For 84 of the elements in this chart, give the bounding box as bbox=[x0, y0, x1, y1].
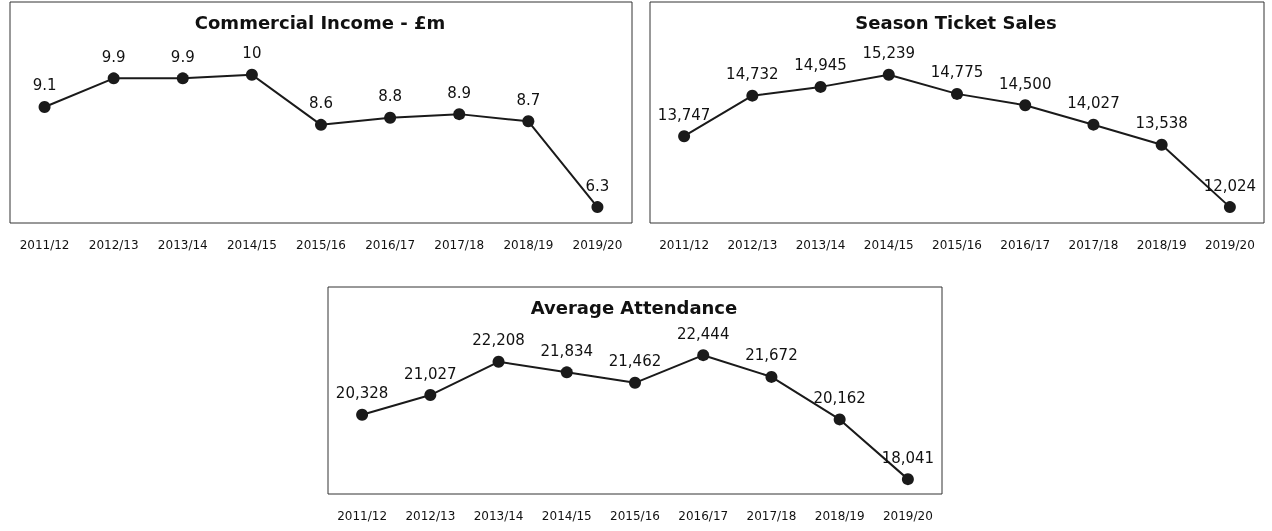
data-label: 13,747 bbox=[657, 105, 711, 124]
data-label: 9.1 bbox=[32, 76, 57, 95]
point bbox=[176, 72, 189, 85]
point bbox=[746, 89, 759, 102]
x-tick-label: 2011/12 bbox=[19, 238, 70, 252]
data-label: 15,239 bbox=[862, 44, 916, 63]
point bbox=[765, 370, 778, 383]
data-label: 8.9 bbox=[447, 83, 472, 102]
data-label: 13,538 bbox=[1135, 114, 1188, 133]
x-tick-label: 2011/12 bbox=[659, 238, 710, 252]
data-label: 18,041 bbox=[881, 448, 935, 467]
x-tick-label: 2015/16 bbox=[932, 238, 982, 252]
point bbox=[1019, 99, 1032, 112]
x-tick-label: 2014/15 bbox=[226, 238, 277, 252]
data-label: 8.6 bbox=[309, 94, 333, 113]
point bbox=[629, 376, 641, 389]
x-tick-label: 2019/20 bbox=[1204, 238, 1255, 252]
point bbox=[384, 111, 397, 124]
data-label: 9.9 bbox=[101, 47, 126, 66]
x-tick-label: 2018/19 bbox=[503, 238, 554, 252]
x-tick-label: 2016/17 bbox=[365, 238, 416, 252]
point bbox=[1223, 201, 1236, 214]
point bbox=[814, 80, 827, 93]
x-tick-label: 2012/13 bbox=[88, 238, 139, 252]
data-label: 21,462 bbox=[608, 352, 662, 371]
x-tick-label: 2013/14 bbox=[473, 509, 524, 523]
point bbox=[560, 366, 573, 379]
x-tick-label: 2016/17 bbox=[1000, 238, 1051, 252]
chart-title: Commercial Income - £m bbox=[194, 11, 446, 33]
x-tick-label: 2017/18 bbox=[746, 509, 797, 523]
x-tick-label: 2018/19 bbox=[814, 509, 865, 523]
x-tick-label: 2014/15 bbox=[541, 509, 592, 523]
data-label: 22,208 bbox=[472, 331, 525, 350]
x-tick-label: 2018/19 bbox=[1136, 238, 1187, 252]
data-label: 21,027 bbox=[404, 364, 457, 383]
x-tick-label: 2012/13 bbox=[727, 238, 778, 252]
point bbox=[356, 408, 369, 421]
point bbox=[492, 355, 505, 368]
data-label: 8.8 bbox=[378, 87, 403, 106]
point bbox=[1087, 118, 1100, 131]
x-tick-label: 2017/18 bbox=[434, 238, 485, 252]
x-tick-label: 2011/12 bbox=[337, 509, 388, 523]
data-label: 14,732 bbox=[726, 65, 779, 84]
chart-title: Season Ticket Sales bbox=[855, 11, 1057, 33]
x-tick-label: 2012/13 bbox=[405, 509, 456, 523]
point bbox=[315, 118, 327, 131]
x-tick-label: 2014/15 bbox=[863, 238, 914, 252]
point bbox=[522, 115, 535, 128]
point bbox=[833, 413, 846, 426]
x-tick-label: 2015/16 bbox=[610, 509, 660, 523]
point bbox=[901, 473, 914, 486]
data-label: 14,027 bbox=[1067, 94, 1120, 113]
data-label: 9.9 bbox=[170, 47, 195, 66]
point bbox=[678, 130, 691, 143]
x-tick-label: 2019/20 bbox=[882, 509, 933, 523]
x-tick-label: 2017/18 bbox=[1068, 238, 1119, 252]
data-label: 21,834 bbox=[540, 341, 594, 360]
point bbox=[453, 108, 466, 121]
x-tick-label: 2016/17 bbox=[678, 509, 729, 523]
data-label: 21,672 bbox=[745, 346, 798, 365]
x-tick-label: 2013/14 bbox=[795, 238, 846, 252]
x-tick-label: 2013/14 bbox=[157, 238, 208, 252]
x-tick-label: 2019/20 bbox=[572, 238, 623, 252]
x-tick-label: 2015/16 bbox=[296, 238, 346, 252]
point bbox=[107, 72, 120, 85]
data-label: 22,444 bbox=[676, 324, 730, 343]
chart-title: Average Attendance bbox=[530, 296, 738, 318]
point bbox=[245, 68, 258, 81]
data-label: 14,945 bbox=[794, 56, 847, 75]
data-label: 20,162 bbox=[813, 388, 866, 407]
point bbox=[951, 87, 963, 100]
point bbox=[1155, 138, 1168, 151]
data-label: 20,328 bbox=[335, 384, 389, 403]
point bbox=[591, 201, 604, 214]
data-label: 12,024 bbox=[1203, 176, 1257, 195]
data-label: 10 bbox=[242, 44, 262, 63]
data-label: 14,775 bbox=[930, 63, 984, 82]
data-label: 6.3 bbox=[585, 176, 610, 195]
data-label: 14,500 bbox=[998, 74, 1052, 93]
point bbox=[697, 349, 710, 362]
point bbox=[424, 389, 437, 402]
data-label: 8.7 bbox=[516, 90, 541, 109]
point bbox=[38, 100, 51, 113]
point bbox=[882, 68, 895, 81]
